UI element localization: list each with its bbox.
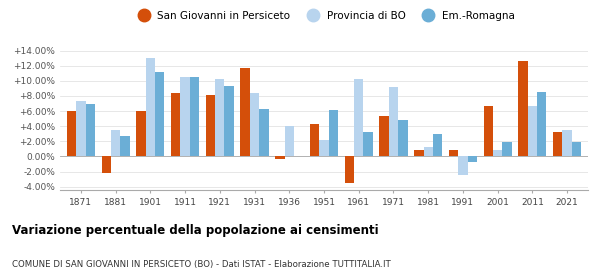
Text: Variazione percentuale della popolazione ai censimenti: Variazione percentuale della popolazione… — [12, 224, 379, 237]
Bar — [181, 77, 190, 156]
Bar — [344, 156, 354, 183]
Bar — [424, 147, 433, 156]
Bar — [398, 120, 407, 156]
Bar — [241, 68, 250, 156]
Bar — [67, 111, 76, 156]
Bar — [250, 93, 259, 156]
Legend: San Giovanni in Persiceto, Provincia di BO, Em.-Romagna: San Giovanni in Persiceto, Provincia di … — [129, 7, 519, 25]
Bar — [553, 132, 562, 156]
Bar — [449, 150, 458, 156]
Bar — [562, 130, 572, 156]
Bar — [206, 95, 215, 156]
Bar — [467, 156, 477, 162]
Bar — [379, 116, 389, 156]
Bar — [86, 104, 95, 156]
Bar — [502, 142, 512, 156]
Bar — [259, 109, 269, 156]
Bar — [528, 106, 537, 156]
Bar — [518, 61, 528, 156]
Text: COMUNE DI SAN GIOVANNI IN PERSICETO (BO) - Dati ISTAT - Elaborazione TUTTITALIA.: COMUNE DI SAN GIOVANNI IN PERSICETO (BO)… — [12, 260, 391, 269]
Bar — [310, 124, 319, 156]
Bar — [493, 150, 502, 156]
Bar — [171, 93, 181, 156]
Bar — [458, 156, 467, 175]
Bar — [224, 86, 234, 156]
Bar — [76, 101, 86, 156]
Bar — [146, 58, 155, 156]
Bar — [433, 134, 442, 156]
Bar — [414, 150, 424, 156]
Bar — [284, 126, 294, 156]
Bar — [136, 111, 146, 156]
Bar — [190, 77, 199, 156]
Bar — [319, 140, 329, 156]
Bar — [484, 106, 493, 156]
Bar — [537, 92, 547, 156]
Bar — [389, 87, 398, 156]
Bar — [572, 142, 581, 156]
Bar — [329, 110, 338, 156]
Bar — [120, 136, 130, 156]
Bar — [354, 79, 364, 156]
Bar — [364, 132, 373, 156]
Bar — [101, 156, 111, 173]
Bar — [155, 73, 164, 156]
Bar — [215, 79, 224, 156]
Bar — [275, 156, 284, 159]
Bar — [111, 130, 120, 156]
